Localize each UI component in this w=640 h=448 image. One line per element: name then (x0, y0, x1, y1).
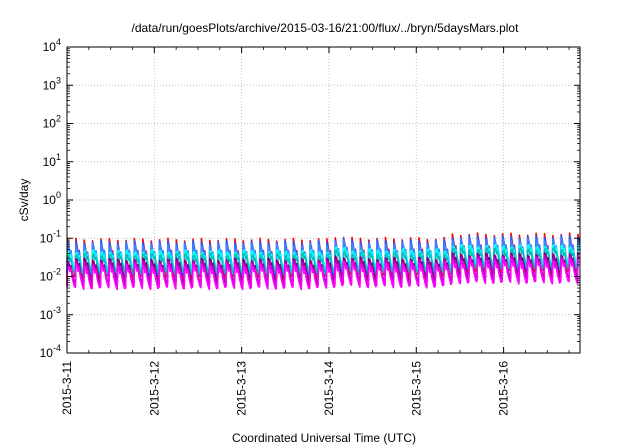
plot-frame (66, 46, 581, 354)
y-axis-title: cSv/day (17, 179, 31, 222)
x-tick-label: 2015-3-15 (409, 361, 423, 416)
x-tick-label: 2015-3-13 (235, 361, 249, 416)
series-layer (66, 232, 581, 291)
x-tick-label: 2015-3-11 (60, 361, 74, 415)
y-tick-labels: 10-4 10-3 10-2 10-1 100 101 102 103 104 (40, 37, 61, 360)
x-axis-title: Coordinated Universal Time (UTC) (232, 431, 416, 445)
y-tick-label: 102 (43, 114, 61, 131)
y-tick-label: 100 (43, 190, 61, 207)
y-tick-label: 103 (43, 75, 61, 92)
y-tick-label: 10-4 (40, 343, 61, 360)
y-tick-label: 104 (43, 37, 61, 54)
y-tick-label: 10-2 (40, 267, 61, 284)
x-tick-label: 2015-3-16 (497, 361, 511, 416)
x-tick-label: 2015-3-12 (147, 361, 161, 416)
series-line (66, 257, 580, 291)
x-tick-labels: 2015-3-11 2015-3-12 2015-3-13 2015-3-14 2015… (60, 361, 511, 416)
chart-title: /data/run/goesPlots/archive/2015-03-16/2… (132, 21, 520, 35)
x-tick-label: 2015-3-14 (322, 361, 336, 416)
y-tick-label: 10-1 (40, 228, 61, 245)
y-tick-label: 101 (43, 152, 61, 169)
grid-layer (67, 47, 580, 353)
tick-layer (66, 46, 580, 354)
y-tick-label: 10-3 (40, 305, 61, 322)
